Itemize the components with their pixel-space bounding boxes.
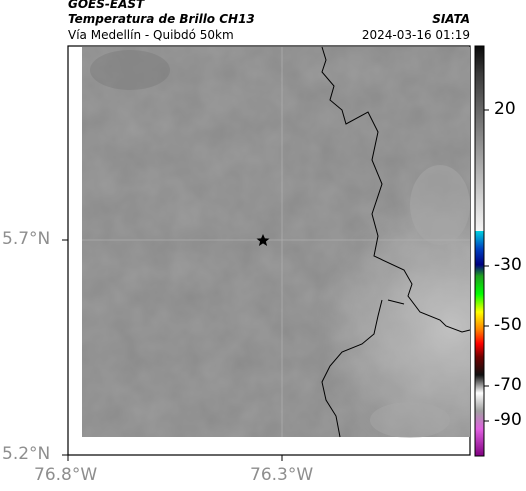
star-icon	[256, 234, 270, 246]
source-label: SIATA	[432, 12, 470, 26]
lon-label-west: 76.8°W	[34, 465, 98, 485]
colorbar	[474, 45, 489, 457]
map-grid	[82, 47, 470, 437]
colorbar-label-minus70: -70	[494, 375, 522, 395]
region-label: Vía Medellín - Quibdó 50km	[68, 28, 234, 42]
colorbar-label-minus30: -30	[494, 255, 522, 275]
satellite-imagery	[82, 47, 470, 438]
colorbar-label-minus50: -50	[494, 315, 522, 335]
lat-label-south: 5.2°N	[2, 444, 51, 464]
colorbar-label-minus90: -90	[494, 410, 522, 430]
axis-ticks	[62, 239, 283, 461]
colorbar-label-20: 20	[494, 99, 516, 119]
satellite-title: GOES-EAST	[68, 0, 145, 11]
border-line-link	[387, 299, 405, 305]
product-title: Temperatura de Brillo CH13	[68, 12, 255, 26]
lat-label-north: 5.7°N	[2, 229, 51, 249]
lon-label-east: 76.3°W	[250, 465, 314, 485]
datetime-label: 2024-03-16 01:19	[361, 28, 470, 42]
border-line-north	[321, 46, 471, 333]
border-line-south	[321, 299, 383, 438]
